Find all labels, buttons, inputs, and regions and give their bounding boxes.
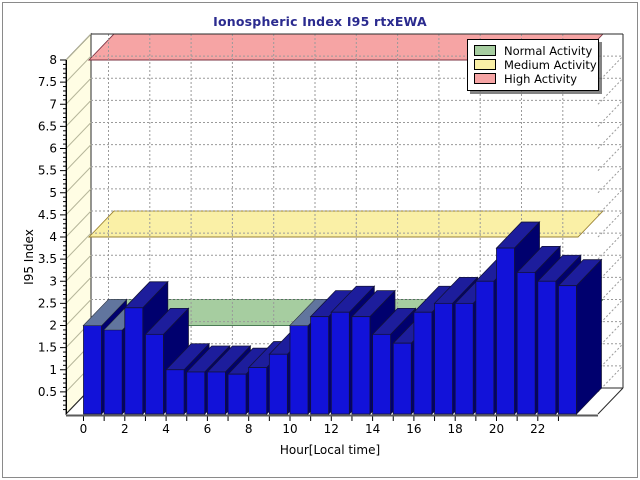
bar-front [496,247,515,415]
bar-front [145,333,164,415]
y-tick-label: 5 [49,186,57,200]
x-tick-label: 12 [324,422,339,436]
y-tick-label: 6.5 [38,119,57,133]
bar-front [248,367,268,415]
x-tick-label: 4 [162,422,170,436]
x-tick-label: 14 [365,422,380,436]
chart-title: Ionospheric Index I95 rtxEWA [213,14,427,29]
bar-front [475,280,495,415]
y-tick-label: 8 [49,53,57,67]
x-tick-label: 10 [282,422,297,436]
bar-front [454,302,474,415]
y-tick-label: 3 [49,274,57,288]
bar-front [165,369,185,415]
y-axis-title: I95 Index [22,229,36,285]
y-tick-label: 2 [49,319,57,333]
x-tick-label: 6 [204,422,212,436]
medium-activity-swatch [474,59,496,70]
bar-front [516,271,536,415]
axis-ticks: 0.5 1 1.5 2 2.5 3 3.5 4 4.5 5 5.5 6 6.5 7 7.5 8 0 2 4 6 8 10 1… [38,53,559,436]
bar-front [372,333,392,415]
x-tick-label: 0 [80,422,88,436]
y-tick-label: 7.5 [38,75,57,89]
y-tick-label: 1.5 [38,341,57,355]
y-tick-label: 0.5 [38,385,57,399]
bar-series [82,221,603,415]
bar-h23 [557,258,603,415]
bar-front [268,353,288,415]
normal-activity-swatch [474,45,496,56]
x-tick-label: 20 [489,422,504,436]
normal-activity-label: Normal Activity [504,43,593,58]
bar-front [124,307,144,415]
bar-front [206,371,226,415]
legend-item-normal: Normal Activity [474,43,593,58]
x-axis-title: Hour[Local time] [279,443,381,457]
x-tick-label: 18 [448,422,463,436]
x-tick-label: 16 [406,422,421,436]
bar-front [351,316,371,415]
bar-front [103,329,123,415]
bar-front [330,311,350,415]
y-tick-label: 7 [49,97,57,111]
high-activity-swatch [474,73,496,84]
y-tick-label: 2.5 [38,296,57,310]
x-tick-label: 8 [245,422,253,436]
y-tick-label: 6 [49,142,57,156]
bar-front [310,316,330,415]
legend-item-medium: Medium Activity [474,58,597,72]
band-overlay [83,299,127,326]
grid [91,34,624,393]
bar-front [434,302,453,415]
y-tick-label: 5.5 [38,164,57,178]
bar-side [576,258,602,415]
y-tick-label: 1 [49,363,57,377]
bar-front [227,373,247,415]
bar-front [537,280,557,415]
legend-item-high: High Activity [474,71,592,86]
bar-front [83,325,102,415]
high-activity-label: High Activity [504,71,578,86]
y-tick-label: 4.5 [38,208,57,222]
legend-box: Normal Activity Medium Activity High Act… [467,39,599,91]
medium-activity-label: Medium Activity [504,57,597,72]
y-tick-label: 4 [49,230,57,244]
bar-front [289,325,309,415]
bar-front [392,342,412,415]
bar-front [186,371,206,415]
bar-front [558,285,577,415]
bar-front [413,311,433,415]
x-tick-label: 22 [530,422,545,436]
y-tick-label: 3.5 [38,252,57,266]
x-tick-label: 2 [121,422,129,436]
